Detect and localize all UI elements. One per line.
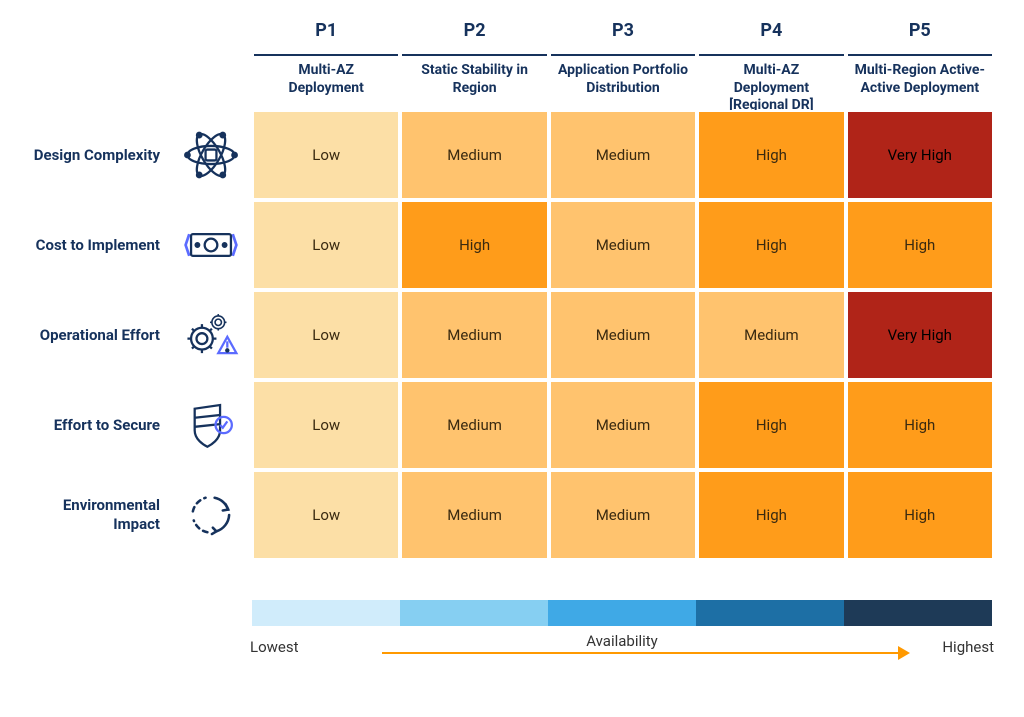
legend-labels: Lowest Availability Highest: [252, 634, 992, 664]
cell-r3-c2: Medium: [549, 380, 697, 470]
legend-segment-3: [696, 600, 844, 626]
column-code-p4: P4: [697, 20, 845, 54]
cell-r2-c1: Medium: [400, 290, 548, 380]
comparison-matrix: P1P2P3P4P5 Multi-AZ DeploymentStatic Stab…: [20, 20, 994, 560]
cell-r4-c1: Medium: [400, 470, 548, 560]
row-label-secure: Effort to Secure: [20, 380, 170, 470]
legend-segment-0: [252, 600, 400, 626]
column-subtitle-p5: Multi-Region Active-Active Deployment: [848, 54, 992, 110]
cell-r1-c1: High: [400, 200, 548, 290]
legend-arrow-line: [382, 652, 902, 654]
ops-icon: [170, 290, 252, 380]
cell-r1-c4: High: [846, 200, 994, 290]
cell-r4-c4: High: [846, 470, 994, 560]
cell-r1-c0: Low: [252, 200, 400, 290]
cell-r0-c2: Medium: [549, 110, 697, 200]
column-subtitle-p4: Multi-AZ Deployment [Regional DR]: [699, 54, 843, 110]
cost-icon: [170, 200, 252, 290]
cell-r3-c0: Low: [252, 380, 400, 470]
legend-color-bar: [252, 600, 992, 626]
column-subtitle-p3: Application Portfolio Distribution: [551, 54, 695, 110]
cell-r4-c3: High: [697, 470, 845, 560]
row-label-env: Environmental Impact: [20, 470, 170, 560]
column-subtitle-p1: Multi-AZ Deployment: [254, 54, 398, 110]
cell-r2-c4: Very High: [846, 290, 994, 380]
column-code-p1: P1: [252, 20, 400, 54]
cell-r4-c2: Medium: [549, 470, 697, 560]
cell-r0-c1: Medium: [400, 110, 548, 200]
legend-segment-2: [548, 600, 696, 626]
row-label-ops: Operational Effort: [20, 290, 170, 380]
cell-r2-c0: Low: [252, 290, 400, 380]
column-subtitle-p2: Static Stability in Region: [402, 54, 546, 110]
column-code-p2: P2: [400, 20, 548, 54]
env-icon: [170, 470, 252, 560]
cell-r0-c4: Very High: [846, 110, 994, 200]
cell-r4-c0: Low: [252, 470, 400, 560]
cell-r2-c3: Medium: [697, 290, 845, 380]
cell-r2-c2: Medium: [549, 290, 697, 380]
cell-r1-c3: High: [697, 200, 845, 290]
legend-availability-label: Availability: [586, 632, 658, 650]
legend-arrow-head: [898, 646, 910, 660]
cell-r0-c0: Low: [252, 110, 400, 200]
row-label-cost: Cost to Implement: [20, 200, 170, 290]
availability-legend: Lowest Availability Highest: [252, 600, 992, 664]
legend-highest-label: Highest: [942, 638, 994, 656]
legend-segment-1: [400, 600, 548, 626]
design-icon: [170, 110, 252, 200]
legend-lowest-label: Lowest: [250, 638, 299, 656]
cell-r0-c3: High: [697, 110, 845, 200]
cell-r3-c1: Medium: [400, 380, 548, 470]
secure-icon: [170, 380, 252, 470]
column-code-p3: P3: [549, 20, 697, 54]
row-label-design: Design Complexity: [20, 110, 170, 200]
cell-r3-c3: High: [697, 380, 845, 470]
legend-segment-4: [844, 600, 992, 626]
cell-r3-c4: High: [846, 380, 994, 470]
cell-r1-c2: Medium: [549, 200, 697, 290]
column-code-p5: P5: [846, 20, 994, 54]
